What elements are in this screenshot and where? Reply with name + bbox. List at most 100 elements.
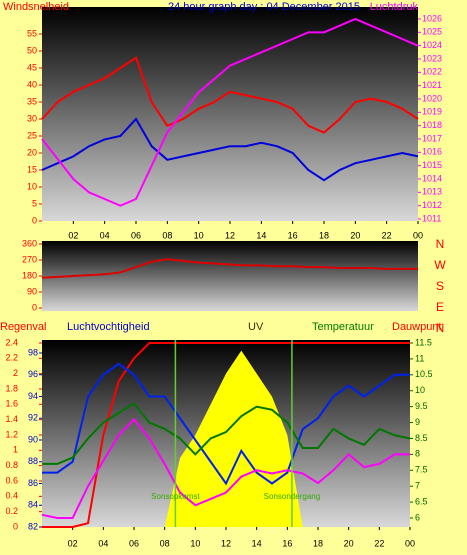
x-tick-label: 20 [350,230,360,240]
direction-label: N [436,321,445,335]
y-tick-label: 1022 [422,67,442,77]
x-tick-label: 18 [319,230,329,240]
y-tick-label: 1.2 [5,429,18,439]
y-tick-label: 88 [28,456,38,466]
y-tick-label: 9.5 [415,401,428,411]
y-tick-label: 0 [32,302,37,312]
y-axis-label: Windsnelheid [3,1,69,13]
y-tick-label: 2.2 [5,353,18,363]
y-tick-label: 180 [22,270,37,280]
y-tick-label: 6 [415,512,420,522]
y-tick-label: 86 [28,478,38,488]
line [42,362,410,486]
y-tick-label: 82 [28,521,38,531]
y-tick-label: 1017 [422,133,442,143]
y-tick-label: 1025 [422,27,442,37]
y-tick-label: 1024 [422,40,442,50]
annotation: Sonsopkomst [151,492,200,501]
line [41,56,419,134]
y-tick-label: 90 [27,286,37,296]
x-tick-label: 16 [282,538,292,548]
x-tick-label: 08 [162,230,172,240]
x-tick-label: 00 [405,538,415,548]
x-tick-label: 22 [382,230,392,240]
y-tick-label: 45 [27,62,37,72]
y-tick-label: 6.5 [415,496,428,506]
chart-title: 24 hour graph day : 04 December 2015 [168,1,360,13]
y-tick-label: 7 [415,481,420,491]
y-tick-label: 1018 [422,120,442,130]
y-tick-label: 11.5 [415,337,432,347]
y-tick-label: 1015 [422,160,442,170]
y-tick-label: 35 [27,96,37,106]
y-tick-label: 2.4 [5,337,18,347]
direction-label: W [434,258,446,272]
y-tick-label: 0 [32,215,37,225]
y-tick-label: 1020 [422,93,442,103]
plot-area [42,7,418,221]
y-tick-label: 0.4 [5,491,18,501]
x-tick-label: 02 [68,230,78,240]
y-tick-label: 96 [28,369,38,379]
y-tick-label: 8 [415,449,420,459]
area [42,350,410,527]
x-tick-label: 14 [256,230,266,240]
y-tick-label: 1014 [422,173,442,183]
panel-header: Dauwpunt [392,321,442,333]
y-tick-label: 25 [27,130,37,140]
y-tick-label: 0.2 [5,506,18,516]
x-tick-label: 06 [129,538,139,548]
y-tick-label: 1012 [422,200,442,210]
y-tick-label: 5 [32,198,37,208]
y-tick-label: 1.4 [5,414,18,424]
direction-label: N [436,237,445,251]
y-tick-label: 15 [27,164,37,174]
y-tick-label: 11 [415,353,424,363]
y-tick-label: 1023 [422,53,442,63]
panel-header: UV [248,321,264,333]
y-tick-label: 7.5 [415,465,428,475]
x-tick-label: 08 [160,538,170,548]
y-tick-label: 0 [13,521,18,531]
y-tick-label: 1.8 [5,383,18,393]
y-tick-label: 0.8 [5,460,18,470]
line [42,342,410,528]
x-tick-label: 00 [413,230,423,240]
y-tick-label: 94 [28,391,38,401]
y-tick-label: 30 [27,113,37,123]
y-tick-label: 10 [27,181,37,191]
y-tick-label: 1021 [422,80,442,90]
y-tick-label: 84 [28,500,38,510]
y-tick-label: 40 [27,79,37,89]
y-tick-label: 20 [27,147,37,157]
panel-header: Luchtvochtigheid [67,321,150,333]
y-tick-label: 360 [22,238,37,248]
x-tick-label: 04 [98,538,108,548]
x-tick-label: 06 [131,230,141,240]
y-tick-label: 90 [28,434,38,444]
y-tick-label: 10.5 [415,369,433,379]
y-tick-label: 10 [415,385,425,395]
direction-label: E [436,300,444,314]
y-tick-label: 1.6 [5,399,18,409]
x-tick-label: 04 [100,230,110,240]
y-tick-label: 92 [28,413,38,423]
y-tick-label: 1011 [422,213,441,223]
y2-axis-label: Luchtdruk [370,1,419,13]
y-tick-label: 1026 [422,13,442,23]
x-tick-label: 16 [288,230,298,240]
x-tick-label: 14 [252,538,262,548]
line [41,258,418,279]
y-tick-label: 1 [13,445,18,455]
x-tick-label: 02 [68,538,78,548]
plot-area [42,241,418,311]
y-tick-label: 1013 [422,187,442,197]
x-tick-label: 12 [225,230,235,240]
y-tick-label: 98 [28,347,38,357]
y-tick-label: 270 [22,254,37,264]
line [42,402,411,465]
x-tick-label: 22 [374,538,384,548]
line [41,417,410,519]
y-tick-label: 1019 [422,107,442,117]
line [41,117,419,182]
